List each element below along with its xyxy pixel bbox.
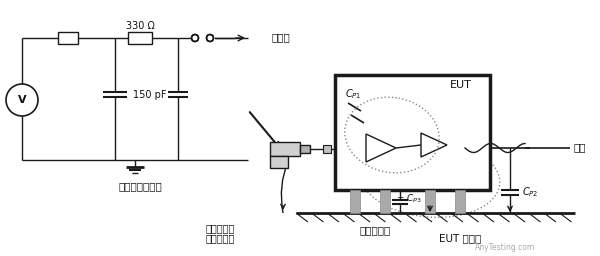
Text: 330 Ω: 330 Ω xyxy=(125,21,154,31)
Bar xyxy=(270,156,288,168)
Text: $C_{P2}$: $C_{P2}$ xyxy=(522,185,538,199)
Polygon shape xyxy=(366,134,396,162)
Text: 静电放电枪原理: 静电放电枪原理 xyxy=(118,181,162,191)
Bar xyxy=(335,75,490,190)
Text: 放电头: 放电头 xyxy=(272,32,291,42)
Text: 参考接地板: 参考接地板 xyxy=(359,225,391,235)
Circle shape xyxy=(191,35,199,41)
Bar xyxy=(270,142,300,156)
Text: EUT 接地线: EUT 接地线 xyxy=(439,233,481,243)
Text: 静电放电枪: 静电放电枪 xyxy=(205,223,235,233)
Bar xyxy=(128,32,152,44)
Text: 上的接地线: 上的接地线 xyxy=(205,233,235,243)
Text: V: V xyxy=(17,95,26,105)
Bar xyxy=(425,190,435,213)
Text: EUT: EUT xyxy=(450,80,472,90)
Bar xyxy=(191,34,215,42)
Bar xyxy=(300,145,310,153)
Text: $C_{P1}$: $C_{P1}$ xyxy=(345,87,362,101)
Text: 电缆: 电缆 xyxy=(574,142,587,152)
Bar xyxy=(58,32,78,44)
Circle shape xyxy=(206,35,214,41)
Text: $=C_{P3}$: $=C_{P3}$ xyxy=(395,193,422,205)
Text: 150 pF: 150 pF xyxy=(133,90,167,100)
Text: AnyTesting.com: AnyTesting.com xyxy=(475,243,535,252)
Bar xyxy=(455,190,465,213)
Polygon shape xyxy=(421,133,447,157)
Bar xyxy=(350,190,360,213)
Bar xyxy=(380,190,390,213)
Bar xyxy=(323,145,331,153)
